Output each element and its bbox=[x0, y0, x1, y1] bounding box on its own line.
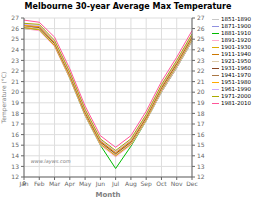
svg-text:13: 13 bbox=[11, 163, 19, 170]
svg-text:24: 24 bbox=[11, 46, 19, 53]
svg-text:May: May bbox=[79, 180, 92, 188]
svg-text:15: 15 bbox=[197, 141, 205, 148]
svg-text:27: 27 bbox=[197, 14, 205, 21]
svg-text:12: 12 bbox=[11, 173, 19, 180]
svg-text:13: 13 bbox=[197, 163, 205, 170]
svg-text:14: 14 bbox=[11, 152, 19, 159]
svg-text:16: 16 bbox=[11, 131, 19, 138]
svg-text:25: 25 bbox=[197, 35, 205, 42]
svg-text:24: 24 bbox=[197, 46, 205, 53]
svg-text:Nov: Nov bbox=[171, 180, 183, 187]
svg-text:17: 17 bbox=[11, 120, 19, 127]
svg-text:16: 16 bbox=[197, 131, 205, 138]
svg-text:19: 19 bbox=[11, 99, 19, 106]
svg-text:Apr: Apr bbox=[65, 180, 76, 188]
svg-text:25: 25 bbox=[11, 35, 19, 42]
svg-text:Month: Month bbox=[95, 191, 120, 197]
svg-text:Temperature (°C): Temperature (°C) bbox=[8, 72, 9, 125]
svg-text:22: 22 bbox=[197, 67, 205, 74]
svg-text:Dec: Dec bbox=[186, 180, 198, 187]
svg-text:21: 21 bbox=[197, 78, 205, 85]
svg-text:Oct: Oct bbox=[156, 180, 167, 187]
svg-text:Aug: Aug bbox=[125, 180, 137, 188]
svg-text:15: 15 bbox=[11, 141, 19, 148]
svg-text:Jul: Jul bbox=[111, 180, 120, 188]
svg-text:Jun: Jun bbox=[95, 180, 106, 188]
svg-text:20: 20 bbox=[11, 88, 19, 95]
svg-text:12: 12 bbox=[197, 173, 205, 180]
svg-text:18: 18 bbox=[11, 110, 19, 117]
svg-text:26: 26 bbox=[11, 25, 19, 32]
svg-text:23: 23 bbox=[197, 57, 205, 64]
svg-text:27: 27 bbox=[11, 14, 19, 21]
svg-text:22: 22 bbox=[11, 67, 19, 74]
svg-text:20: 20 bbox=[197, 88, 205, 95]
svg-text:Feb: Feb bbox=[34, 180, 45, 187]
svg-text:14: 14 bbox=[197, 152, 205, 159]
svg-text:Mar: Mar bbox=[49, 180, 61, 187]
svg-text:18: 18 bbox=[197, 110, 205, 117]
svg-text:17: 17 bbox=[197, 120, 205, 127]
svg-text:Jan: Jan bbox=[18, 180, 28, 188]
svg-text:Sep: Sep bbox=[141, 180, 153, 188]
svg-text:26: 26 bbox=[197, 25, 205, 32]
svg-text:21: 21 bbox=[11, 78, 19, 85]
svg-text:23: 23 bbox=[11, 57, 19, 64]
svg-text:19: 19 bbox=[197, 99, 205, 106]
